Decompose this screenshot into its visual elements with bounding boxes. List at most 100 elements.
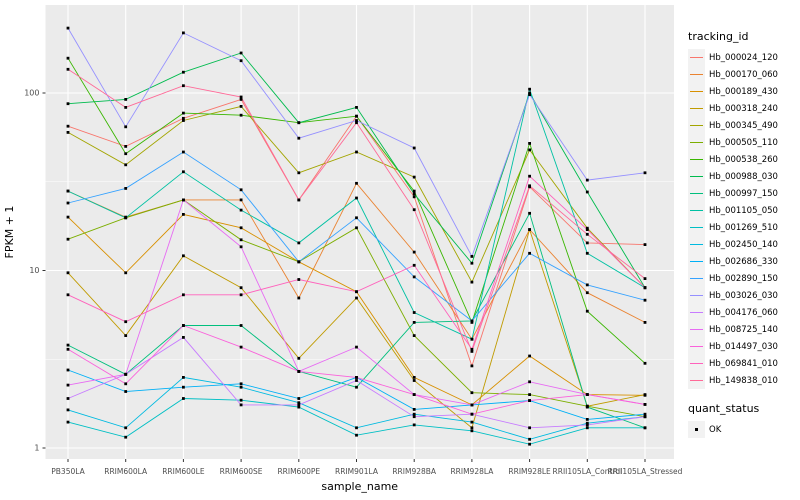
y-tick-label: 10: [29, 266, 39, 275]
legend-items: Hb_000024_120 Hb_000170_060 Hb_000189_430 H…: [686, 49, 798, 389]
data-point-marker: [239, 95, 243, 99]
legend-label: Hb_000345_490: [709, 120, 778, 131]
data-point-marker: [585, 421, 589, 425]
data-point-marker: [412, 208, 416, 212]
legend-key: [688, 168, 705, 185]
data-point-marker: [585, 190, 589, 194]
data-point-marker: [182, 70, 185, 74]
data-point-marker: [182, 31, 185, 35]
data-point-marker: [528, 393, 531, 396]
data-point-marker: [239, 51, 243, 55]
legend-item: Hb_000318_240: [688, 100, 798, 117]
y-axis-title: FPKM + 1: [3, 206, 16, 259]
data-point-marker: [297, 136, 301, 140]
data-point-marker: [239, 385, 243, 389]
data-point-marker: [66, 124, 70, 128]
data-point-marker: [297, 397, 301, 400]
legend-key-line-icon: [690, 74, 703, 75]
data-point-marker: [239, 188, 243, 192]
data-point-marker: [585, 393, 589, 396]
legend-key: [688, 372, 705, 389]
data-point-marker: [355, 114, 358, 118]
legend-key-line-icon: [690, 244, 703, 245]
legend-item: Hb_008725_140: [688, 321, 798, 338]
legend-key-line-icon: [690, 57, 703, 58]
data-point-marker: [297, 296, 301, 300]
legend-item: Hb_002686_330: [688, 253, 798, 270]
legend-title: tracking_id: [688, 30, 749, 43]
data-point-marker: [585, 291, 589, 295]
data-point-marker: [412, 195, 416, 199]
legend-key-line-icon: [690, 193, 703, 194]
data-point-marker: [470, 429, 474, 433]
data-point-marker: [585, 405, 589, 409]
data-point-marker: [355, 150, 358, 154]
data-point-marker: [528, 399, 531, 402]
data-point-marker: [297, 241, 301, 245]
legend-key-line-icon: [690, 108, 703, 109]
x-tick-label: RRIM600SE: [220, 467, 263, 476]
data-point-marker: [412, 250, 416, 254]
data-point-marker: [585, 241, 589, 245]
data-point-marker: [528, 251, 531, 255]
legend-key-line-icon: [690, 329, 703, 330]
data-point-marker: [182, 150, 185, 154]
data-point-marker: [643, 298, 647, 302]
legend-key: [688, 100, 705, 117]
data-point-marker: [355, 121, 358, 125]
data-point-marker: [643, 426, 647, 430]
data-point-marker: [66, 201, 70, 205]
data-point-marker: [412, 379, 416, 382]
data-point-marker: [124, 390, 128, 393]
legend-label: Hb_002686_330: [709, 256, 778, 267]
data-point-marker: [470, 364, 474, 368]
legend-label: Hb_002890_150: [709, 273, 778, 284]
legend-item: Hb_000345_490: [688, 117, 798, 134]
legend-key: [688, 151, 705, 168]
data-point-marker: [66, 343, 70, 347]
data-point-marker: [528, 142, 531, 145]
data-point-marker: [412, 423, 416, 427]
data-point-marker: [297, 405, 301, 409]
data-point-marker: [470, 347, 474, 351]
data-point-marker: [412, 412, 416, 416]
data-point-marker: [355, 345, 358, 349]
data-point-marker: [66, 56, 70, 60]
data-point-marker: [412, 146, 416, 150]
data-point-marker: [239, 105, 243, 108]
legend-item: OK: [688, 421, 798, 438]
legend-key-line-icon: [690, 176, 703, 177]
legend-item: Hb_000505_110: [688, 134, 798, 151]
legend-key: [688, 219, 705, 236]
data-point-marker: [124, 125, 128, 129]
legend-label: Hb_000024_120: [709, 52, 778, 63]
data-point-marker: [412, 189, 416, 193]
data-point-marker: [470, 280, 474, 284]
data-point-marker: [585, 283, 589, 287]
data-point-marker: [643, 286, 647, 290]
data-point-marker: [124, 106, 128, 109]
data-point-marker: [470, 255, 474, 258]
data-point-marker: [66, 408, 70, 412]
data-point-marker: [528, 174, 531, 178]
legend-key-line-icon: [690, 312, 703, 313]
data-point-marker: [355, 426, 358, 430]
data-point-marker: [124, 271, 128, 275]
data-point-marker: [470, 412, 474, 416]
data-point-marker: [66, 131, 70, 134]
data-point-marker: [182, 397, 185, 400]
data-point-marker: [470, 403, 474, 407]
data-point-marker: [643, 361, 647, 365]
data-point-marker: [239, 382, 243, 386]
legend-key: [688, 421, 705, 438]
data-point-marker: [585, 178, 589, 182]
data-point-marker: [297, 278, 301, 281]
data-point-marker: [124, 372, 128, 376]
legend-label: Hb_000318_240: [709, 103, 778, 114]
data-point-marker: [66, 189, 70, 193]
y-tick-label: 100: [24, 89, 39, 98]
data-point-marker: [585, 228, 589, 231]
legend-label: Hb_004176_060: [709, 307, 778, 318]
legend-item: Hb_014497_030: [688, 338, 798, 355]
data-point-marker: [239, 286, 243, 290]
